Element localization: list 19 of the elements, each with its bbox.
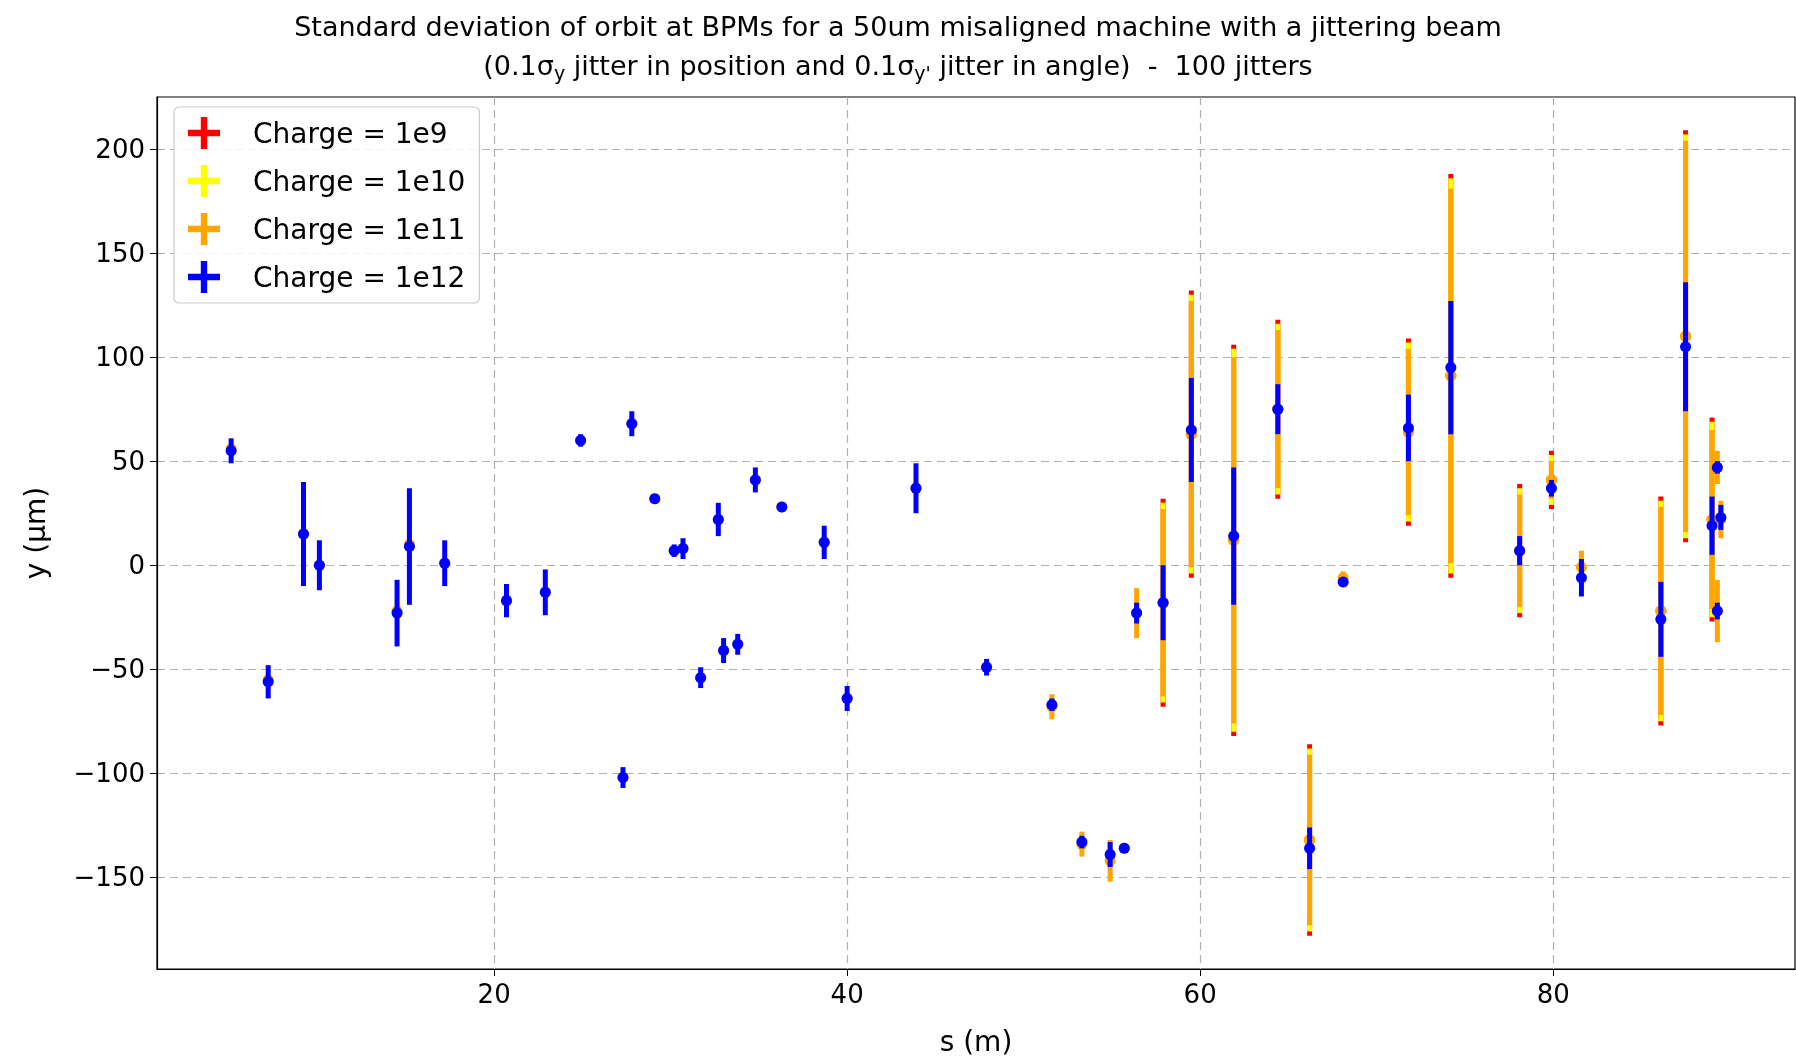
y-tick-label: 150 <box>95 238 145 269</box>
chart-title: Standard deviation of orbit at BPMs for a 50um misaligned machine with a jittering beam <box>294 11 1502 42</box>
y-tick-label: 200 <box>95 134 145 165</box>
x-axis-title: s (m) <box>939 1024 1013 1058</box>
x-tick-label: 60 <box>1183 979 1217 1009</box>
legend-label: Charge = 1e9 <box>253 116 448 150</box>
y-tick-label: −50 <box>90 654 145 685</box>
y-tick-label: −150 <box>73 862 145 893</box>
y-tick-label: 50 <box>111 446 145 477</box>
legend-label: Charge = 1e11 <box>253 212 466 246</box>
x-tick-label: 20 <box>477 979 511 1009</box>
y-tick-label: 100 <box>95 342 145 373</box>
legend-label: Charge = 1e12 <box>253 260 466 294</box>
x-tick-label: 40 <box>830 979 864 1009</box>
y-tick-label: −100 <box>73 758 145 789</box>
y-tick-label: 0 <box>128 550 145 581</box>
x-tick-label: 80 <box>1536 979 1570 1009</box>
y-axis-title: y (μm) <box>18 486 52 580</box>
legend-label: Charge = 1e10 <box>253 164 466 198</box>
